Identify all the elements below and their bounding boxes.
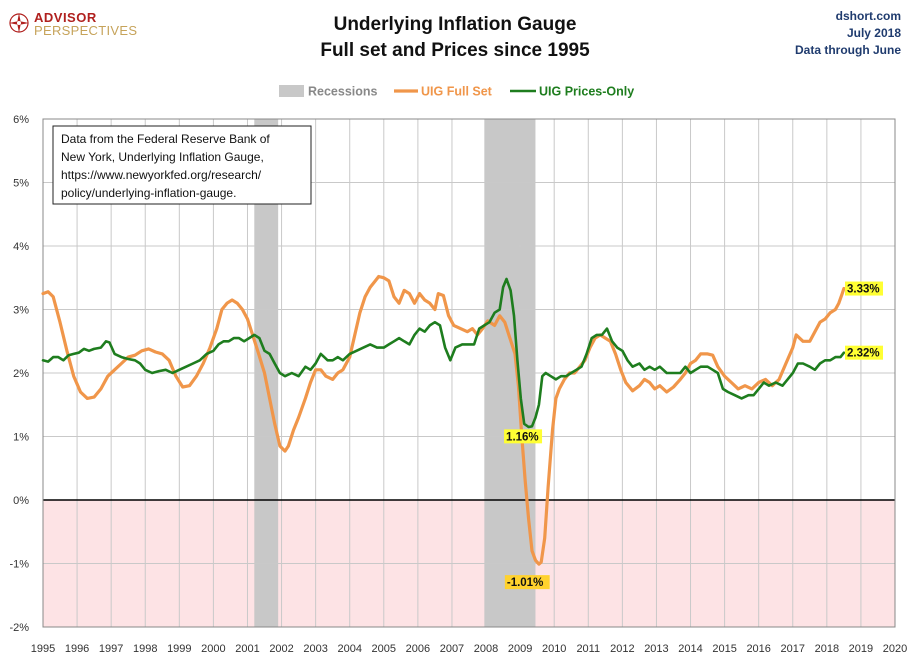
x-tick-label: 2010 (542, 643, 566, 655)
y-tick-label: 5% (13, 178, 29, 190)
x-tick-label: 2018 (815, 643, 839, 655)
x-tick-label: 1996 (65, 643, 89, 655)
x-tick-label: 2017 (781, 643, 805, 655)
plot-frame (42, 118, 896, 628)
x-tick-label: 2016 (746, 643, 770, 655)
source-note-line: New York, Underlying Inflation Gauge, (61, 150, 264, 164)
x-tick-label: 2015 (712, 643, 736, 655)
x-tick-label: 2000 (201, 643, 225, 655)
last-value-label-full-set: 3.33% (847, 284, 880, 296)
logo-line-perspectives: PERSPECTIVES (34, 23, 138, 38)
x-tick-label: 2007 (440, 643, 464, 655)
source-site: dshort.com (835, 9, 901, 23)
x-tick-label: 2011 (576, 643, 600, 655)
legend-full-set-label: UIG Full Set (421, 85, 493, 99)
x-tick-label: 2014 (678, 643, 702, 655)
last-value-label-prices-only: 2.32% (847, 348, 880, 360)
min-label-full-set-bg (504, 575, 550, 590)
chart-title: Underlying Inflation Gauge (333, 14, 577, 35)
legend-recessions-label: Recessions (308, 85, 378, 99)
last-value-label-prices-only-bg (845, 345, 883, 360)
x-tick-label: 2005 (372, 643, 396, 655)
y-tick-label: 2% (13, 368, 29, 380)
y-tick-label: 6% (13, 114, 29, 126)
x-tick-label: 2019 (849, 643, 873, 655)
x-tick-label: 1997 (99, 643, 123, 655)
source-block: dshort.com July 2018 Data through June (795, 8, 901, 59)
data-through: Data through June (794, 43, 901, 57)
min-label-prices-only-bg (504, 429, 543, 444)
chart-title-block: Underlying Inflation Gauge Full set and … (0, 12, 910, 64)
min-label-prices-only: 1.16% (506, 431, 539, 443)
uig-prices-only-line (41, 277, 846, 429)
publish-date: July 2018 (846, 26, 901, 40)
y-tick-label: 1% (13, 432, 29, 444)
x-tick-label: 1995 (31, 643, 55, 655)
advisor-perspectives-logo: ADVISOR PERSPECTIVES (8, 10, 138, 40)
source-note-box (52, 125, 312, 205)
min-label-full-set: -1.01% (507, 577, 543, 589)
chart-subtitle: Full set and Prices since 1995 (320, 40, 590, 61)
legend-recessions-swatch (279, 85, 304, 97)
x-tick-label: 2003 (303, 643, 327, 655)
source-note-line: Data from the Federal Reserve Bank of (61, 132, 270, 146)
x-tick-label: 2013 (644, 643, 668, 655)
x-tick-label: 2004 (337, 643, 361, 655)
y-tick-label: 3% (13, 305, 29, 317)
x-tick-label: 2020 (883, 643, 907, 655)
x-tick-label: 2006 (406, 643, 430, 655)
legend-prices-only-label: UIG Prices-Only (539, 85, 634, 99)
logo-line-advisor: ADVISOR (34, 10, 97, 25)
source-note-line: policy/underlying-inflation-gauge. (61, 186, 236, 200)
y-tick-label: 4% (13, 241, 29, 253)
compass-rose-icon (9, 13, 29, 33)
x-tick-label: 2002 (269, 643, 293, 655)
y-tick-label: -1% (9, 559, 29, 571)
x-tick-label: 2012 (610, 643, 634, 655)
y-tick-label: 0% (13, 495, 29, 507)
y-tick-label: -2% (9, 622, 29, 634)
source-note-line: https://www.newyorkfed.org/research/ (61, 168, 262, 182)
x-tick-label: 2008 (474, 643, 498, 655)
x-tick-label: 1998 (133, 643, 157, 655)
x-tick-label: 2009 (508, 643, 532, 655)
last-value-label-full-set-bg (845, 281, 883, 296)
x-tick-label: 2001 (235, 643, 259, 655)
x-tick-label: 1999 (167, 643, 191, 655)
